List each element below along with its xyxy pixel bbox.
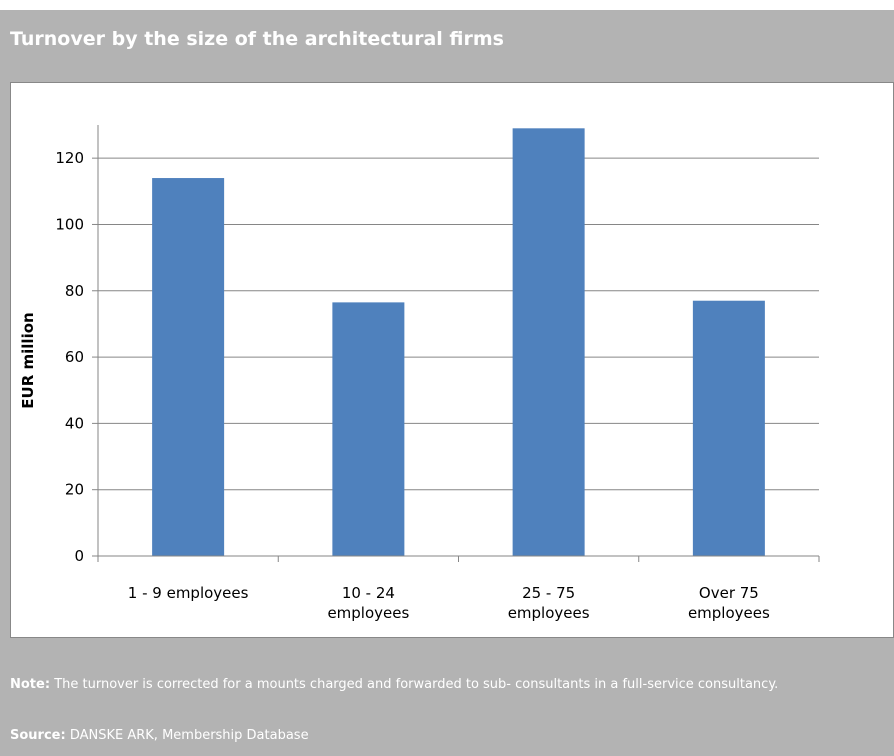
y-axis-label: EUR million [19,312,37,408]
chart-title: Turnover by the size of the architectura… [10,28,504,50]
y-tick-label: 120 [55,149,84,167]
chart-area: 0 20 40 60 80 100 120 1 - 9 employees 10 - 24 em… [10,82,894,638]
bar [692,300,765,556]
figure-panel: Turnover by the size of the architectura… [0,10,894,756]
y-tick-label: 80 [65,282,84,300]
y-tick-label: 40 [65,414,84,432]
bar [152,178,225,556]
note: Note: The turnover is corrected for a mo… [10,676,870,693]
y-tick-label: 100 [55,215,84,233]
y-tick-label: 60 [65,348,84,366]
source: Source: DANSKE ARK, Membership Database [10,728,309,743]
note-text: The turnover is corrected for a mounts c… [54,677,779,692]
bar [512,128,585,557]
bar [332,302,405,556]
axes [97,125,820,562]
x-category-label: Over 75 employees [688,584,770,622]
bars [152,128,765,557]
source-label: Source: [10,728,66,743]
x-category-labels: 1 - 9 employees 10 - 24 employees 25 - 75 em… [128,584,770,622]
y-tick-label: 0 [74,547,84,565]
source-text: DANSKE ARK, Membership Database [69,728,309,743]
x-category-label: 25 - 75 employees [508,584,590,622]
bar-chart: 0 20 40 60 80 100 120 1 - 9 employees 10 - 24 em… [19,125,820,622]
y-tick-labels: 0 20 40 60 80 100 120 [55,149,84,565]
x-category-label: 10 - 24 employees [327,584,409,622]
note-label: Note: [10,677,51,692]
y-tick-label: 20 [65,481,84,499]
x-category-label: 1 - 9 employees [128,584,249,602]
